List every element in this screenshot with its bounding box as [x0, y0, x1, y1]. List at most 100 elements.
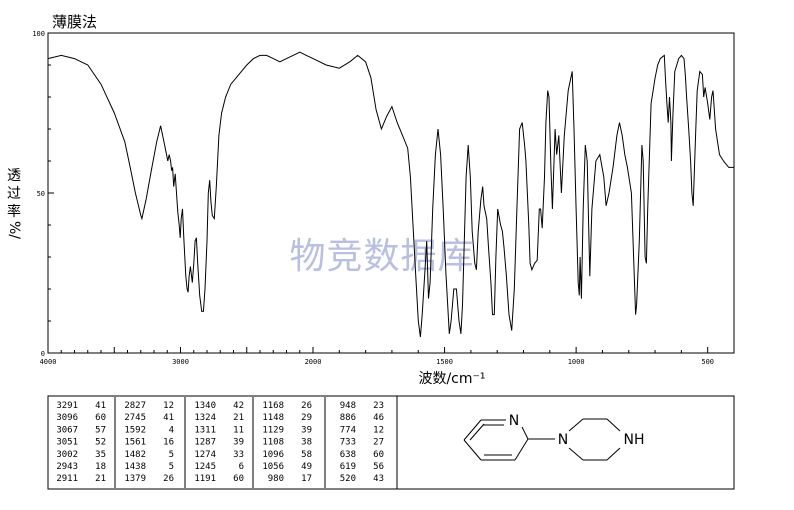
y-axis-label-char-1: 透: [7, 168, 21, 184]
peak-wavenumber: 619: [340, 462, 356, 472]
atom-label-pyridine-n: N: [509, 413, 519, 429]
peak-transmittance: 6: [239, 462, 244, 472]
y-tick-label-50: 50: [37, 190, 45, 198]
peak-wavenumber: 3096: [56, 413, 78, 423]
peak-transmittance: 41: [163, 413, 174, 423]
peak-wavenumber: 1482: [124, 450, 146, 460]
peak-transmittance: 26: [301, 401, 312, 411]
bond: [469, 423, 485, 441]
peak-transmittance: 60: [373, 450, 384, 460]
watermark-text: 物竞数据库: [289, 236, 474, 277]
peak-wavenumber: 1168: [262, 401, 284, 411]
y-tick-label-100: 100: [32, 30, 45, 38]
peak-wavenumber: 886: [340, 413, 356, 423]
peak-transmittance: 49: [301, 462, 312, 472]
peak-transmittance: 35: [95, 450, 106, 460]
peak-wavenumber: 1592: [124, 425, 146, 435]
peak-wavenumber: 520: [340, 474, 356, 484]
peak-wavenumber: 638: [340, 450, 356, 460]
peak-wavenumber: 1287: [194, 438, 216, 448]
peak-transmittance: 29: [301, 413, 312, 423]
peak-transmittance: 33: [233, 450, 244, 460]
peak-table-frame: [47, 395, 735, 490]
peak-transmittance: 41: [95, 401, 106, 411]
bond: [514, 438, 529, 461]
molecular-structure: [463, 418, 621, 461]
y-axis-label-char-3: 率: [7, 203, 21, 220]
peak-wavenumber: 1191: [194, 474, 216, 484]
peak-wavenumber: 3291: [56, 401, 78, 411]
peak-wavenumber: 3067: [56, 425, 78, 435]
peak-wavenumber: 2911: [56, 474, 78, 484]
x-tick-label: 3000: [172, 358, 189, 366]
bond: [568, 418, 584, 432]
peak-transmittance: 21: [233, 413, 244, 423]
peak-wavenumber: 1148: [262, 413, 284, 423]
bond: [521, 426, 529, 440]
peak-transmittance: 21: [95, 474, 106, 484]
peak-wavenumber: 2827: [124, 401, 146, 411]
bond: [568, 447, 584, 461]
peak-transmittance: 60: [233, 474, 244, 484]
peak-transmittance: 12: [163, 401, 174, 411]
peak-transmittance: 43: [373, 474, 384, 484]
peak-wavenumber: 1245: [194, 462, 216, 472]
x-tick-label: 1500: [436, 358, 453, 366]
y-axis-ticks: [48, 32, 54, 354]
peak-transmittance: 56: [373, 462, 384, 472]
peak-wavenumber: 1096: [262, 450, 284, 460]
peak-wavenumber: 733: [340, 438, 356, 448]
peak-transmittance: 11: [233, 425, 244, 435]
peak-transmittance: 60: [95, 413, 106, 423]
x-axis-ticks: 4000 3000 2000 1500 1000 500: [40, 347, 735, 366]
y-axis-label: 透 过 率 %/: [6, 168, 22, 239]
peak-wavenumber: 1056: [262, 462, 284, 472]
peak-transmittance: 39: [301, 425, 312, 435]
bond: [606, 418, 621, 432]
peak-transmittance: 4: [169, 425, 174, 435]
peak-transmittance: 5: [169, 462, 174, 472]
peak-transmittance: 58: [301, 450, 312, 460]
peak-transmittance: 16: [163, 438, 174, 448]
y-tick-label-0: 0: [41, 350, 45, 358]
y-axis-label-char-4: %/: [6, 221, 22, 239]
peak-wavenumber: 1340: [194, 401, 216, 411]
peak-transmittance: 42: [233, 401, 244, 411]
chart-title: 薄膜法: [52, 13, 97, 31]
peak-wavenumber: 2943: [56, 462, 78, 472]
bond: [606, 447, 621, 461]
peak-wavenumber: 1561: [124, 438, 146, 448]
peak-wavenumber: 1129: [262, 425, 284, 435]
y-tick-labels: 100 50 0: [32, 30, 45, 358]
peak-wavenumber: 2745: [124, 413, 146, 423]
peak-wavenumber: 3002: [56, 450, 78, 460]
x-tick-label: 4000: [40, 358, 57, 366]
peak-transmittance: 26: [163, 474, 174, 484]
peak-wavenumber: 1274: [194, 450, 216, 460]
peak-wavenumber: 1379: [124, 474, 146, 484]
peak-wavenumber: 3051: [56, 438, 78, 448]
peak-transmittance: 38: [301, 438, 312, 448]
atom-label-piperazine-nh: NH: [624, 432, 645, 448]
peak-transmittance: 23: [373, 401, 384, 411]
atom-label-piperazine-n: N: [558, 432, 568, 448]
peak-wavenumber: 1108: [262, 438, 284, 448]
bond: [463, 419, 482, 441]
peak-wavenumber: 1311: [194, 425, 216, 435]
x-tick-label: 1000: [568, 358, 585, 366]
peak-wavenumber: 1438: [124, 462, 146, 472]
peak-transmittance: 18: [95, 462, 106, 472]
peak-transmittance: 5: [169, 450, 174, 460]
peak-transmittance: 27: [373, 438, 384, 448]
peak-transmittance: 12: [373, 425, 384, 435]
x-tick-label: 2000: [305, 358, 322, 366]
spectrum-line: [47, 51, 734, 338]
peak-transmittance: 46: [373, 413, 384, 423]
x-tick-label: 500: [701, 358, 714, 366]
peak-transmittance: 39: [233, 438, 244, 448]
peak-transmittance: 17: [301, 474, 312, 484]
peak-wavenumber: 774: [340, 425, 356, 435]
bond: [463, 439, 482, 461]
